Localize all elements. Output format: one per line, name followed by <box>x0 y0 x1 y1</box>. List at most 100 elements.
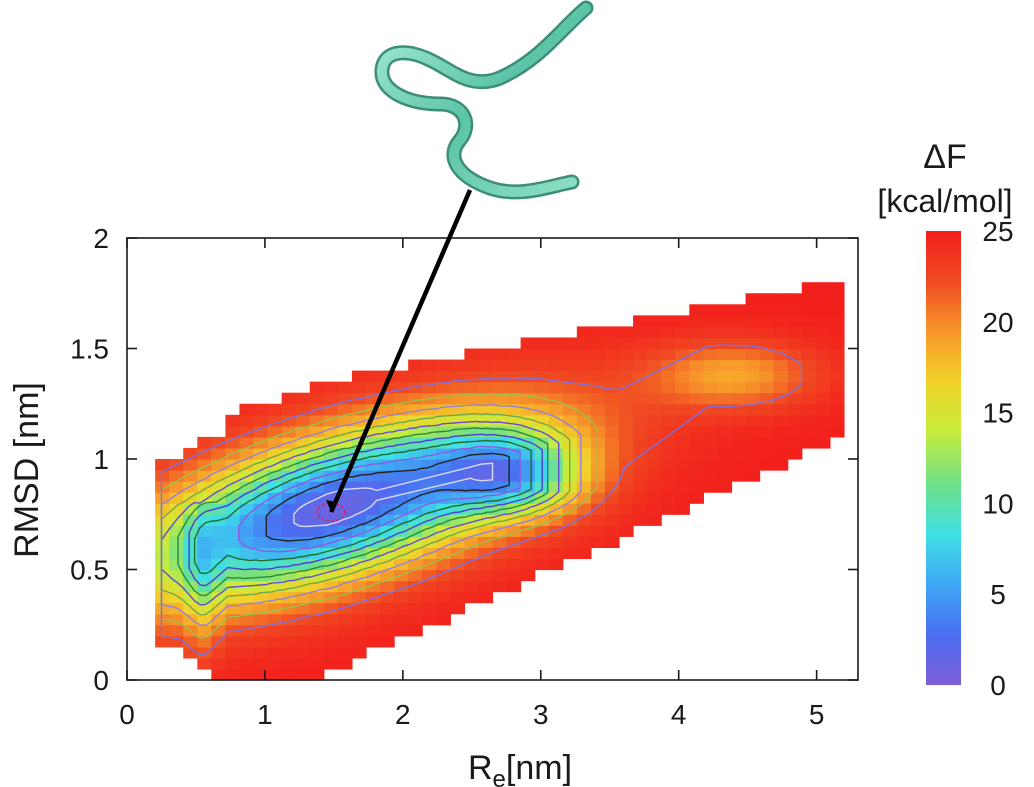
heatmap-cell <box>464 525 480 537</box>
heatmap-cell <box>323 514 339 526</box>
x-tick-label: 2 <box>395 699 411 730</box>
heatmap-cell <box>590 403 606 416</box>
heatmap-cell <box>351 569 367 582</box>
heatmap-cell <box>745 381 761 394</box>
heatmap-cell <box>436 580 451 593</box>
heatmap-cell <box>253 536 269 548</box>
heatmap-cell <box>520 536 536 548</box>
heatmap-cell <box>253 580 269 593</box>
heatmap-cell <box>253 514 269 526</box>
heatmap-cell <box>408 403 423 416</box>
pointer-arrowhead <box>326 500 337 513</box>
heatmap-cell <box>534 525 550 537</box>
heatmap-cell <box>773 370 789 383</box>
heatmap-cell <box>576 492 592 504</box>
heatmap-cell <box>576 425 592 438</box>
heatmap-cell <box>689 425 704 438</box>
heatmap-cell <box>773 304 789 316</box>
heatmap-cell <box>394 580 409 593</box>
heatmap-cell <box>633 359 648 372</box>
heatmap-cell <box>450 503 465 515</box>
heatmap-cell <box>295 547 311 560</box>
heatmap-cell <box>323 602 339 615</box>
heatmap-cell <box>183 591 198 604</box>
heatmap-cell <box>562 547 578 560</box>
heatmap-cell <box>478 525 494 537</box>
heatmap-cell <box>562 337 578 350</box>
heatmap-cell <box>155 558 170 571</box>
heatmap-cell <box>787 337 803 350</box>
heatmap-cell <box>647 414 662 427</box>
heatmap-cell <box>647 348 662 361</box>
heatmap-cell <box>773 381 789 394</box>
heatmap-cell <box>745 337 761 350</box>
heatmap-cell <box>745 293 761 305</box>
heatmap-cell <box>239 668 255 681</box>
heatmap-cell <box>619 370 634 383</box>
heatmap-cell <box>323 403 339 416</box>
heatmap-cell <box>492 481 508 493</box>
heatmap-cell <box>225 547 241 560</box>
heatmap-cell <box>801 370 817 383</box>
heatmap-cell <box>239 602 255 615</box>
heatmap-cell <box>422 492 437 504</box>
heatmap-cell <box>815 304 831 316</box>
heatmap-cell <box>717 425 733 438</box>
heatmap-cell <box>703 470 719 482</box>
heatmap-cell <box>309 602 325 615</box>
heatmap-cell <box>661 326 676 339</box>
heatmap-cell <box>351 602 367 615</box>
heatmap-cell <box>576 326 592 339</box>
heatmap-cell <box>520 514 536 526</box>
heatmap-cell <box>675 370 690 383</box>
heatmap-cell <box>464 470 480 482</box>
heatmap-cell <box>647 359 662 372</box>
heatmap-cell <box>239 613 255 626</box>
heatmap-cell <box>394 503 409 515</box>
y-axis: 0 0.5 1 1.5 2 <box>70 223 858 696</box>
heatmap-cell <box>267 470 283 482</box>
heatmap-cell <box>309 436 325 449</box>
heatmap-cell <box>408 370 423 383</box>
heatmap-cell <box>239 558 255 571</box>
heatmap-cell <box>211 613 227 626</box>
heatmap-cell <box>380 503 395 515</box>
heatmap-cell <box>295 646 311 659</box>
heatmap-cell <box>548 414 564 427</box>
heatmap-cell <box>787 436 803 449</box>
contour-line <box>160 403 582 627</box>
heatmap-cell <box>337 492 353 504</box>
heatmap-cell <box>281 414 297 427</box>
heatmap-cell <box>534 492 550 504</box>
heatmap-cell <box>309 547 325 560</box>
heatmap-cell <box>745 326 761 339</box>
contour-line <box>160 344 803 656</box>
heatmap-cell <box>436 370 451 383</box>
heatmap-cell <box>337 657 353 670</box>
heatmap-cell <box>759 459 775 471</box>
contour-lines <box>160 344 803 656</box>
heatmap-cell <box>169 624 184 637</box>
heatmap-cell <box>703 403 719 416</box>
heatmap-cell <box>815 425 831 438</box>
heatmap-cell <box>155 635 170 648</box>
heatmap-cell <box>239 646 255 659</box>
colorbar-unit: [kcal/mol] <box>877 183 1012 219</box>
heatmap-cell <box>281 503 297 515</box>
heatmap-cell <box>450 392 465 405</box>
heatmap-cell <box>562 492 578 504</box>
heatmap-cell <box>380 481 395 493</box>
heatmap-cell <box>380 459 395 471</box>
heatmap-cell <box>365 580 381 593</box>
heatmap-cell <box>759 304 775 316</box>
heatmap-cell <box>492 536 508 548</box>
heatmap-cell <box>380 414 395 427</box>
heatmap-cell <box>436 392 451 405</box>
heatmap-cell <box>155 547 170 560</box>
heatmap-cell <box>647 381 662 394</box>
heatmap-cell <box>562 359 578 372</box>
heatmap-cell <box>450 470 465 482</box>
heatmap-cell <box>380 613 395 626</box>
heatmap-cell <box>562 348 578 361</box>
heatmap-cell <box>548 337 564 350</box>
